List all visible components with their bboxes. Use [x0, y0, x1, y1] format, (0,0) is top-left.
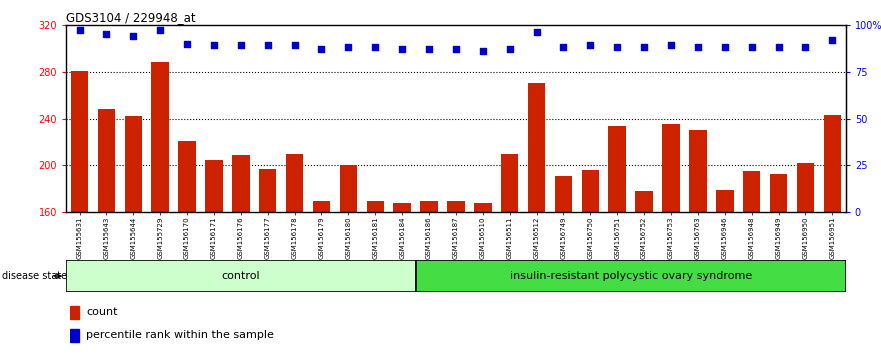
Point — [287, 42, 301, 48]
Point — [583, 42, 597, 48]
Text: count: count — [86, 307, 118, 318]
Point — [126, 33, 140, 39]
Bar — [581, 170, 599, 354]
Point — [422, 46, 436, 52]
Bar — [205, 160, 223, 354]
Text: GDS3104 / 229948_at: GDS3104 / 229948_at — [66, 11, 196, 24]
Bar — [416, 260, 846, 292]
Point — [261, 42, 275, 48]
Point — [744, 45, 759, 50]
Bar — [420, 201, 438, 354]
Bar — [824, 115, 841, 354]
Point — [691, 45, 705, 50]
Point — [772, 45, 786, 50]
Bar — [70, 329, 79, 342]
Point — [448, 46, 463, 52]
Bar — [98, 109, 115, 354]
Bar — [259, 169, 277, 354]
Text: insulin-resistant polycystic ovary syndrome: insulin-resistant polycystic ovary syndr… — [509, 271, 751, 281]
Text: percentile rank within the sample: percentile rank within the sample — [86, 330, 274, 341]
Bar — [501, 154, 518, 354]
Bar — [609, 126, 626, 354]
Bar — [474, 203, 492, 354]
Point — [233, 42, 248, 48]
Point — [718, 45, 732, 50]
Point — [72, 28, 86, 33]
Bar — [313, 201, 330, 354]
Bar — [340, 165, 357, 354]
Point — [476, 48, 490, 54]
Point — [180, 41, 194, 46]
Bar — [66, 260, 416, 292]
Point — [153, 28, 167, 33]
Point — [825, 37, 840, 42]
Point — [100, 31, 114, 37]
Bar — [285, 154, 303, 354]
Bar — [394, 203, 411, 354]
Point — [395, 46, 409, 52]
Point — [207, 42, 221, 48]
Point — [611, 45, 625, 50]
Bar — [70, 306, 79, 319]
Point — [368, 45, 382, 50]
Bar — [124, 116, 142, 354]
Text: disease state: disease state — [2, 271, 67, 281]
Bar — [528, 84, 545, 354]
Bar — [663, 125, 680, 354]
Bar — [555, 176, 572, 354]
Bar — [689, 130, 707, 354]
Bar — [770, 174, 788, 354]
Bar — [743, 171, 760, 354]
Bar — [366, 201, 384, 354]
Point — [341, 45, 355, 50]
Bar — [796, 163, 814, 354]
Point — [315, 46, 329, 52]
Bar — [232, 155, 249, 354]
Bar — [635, 191, 653, 354]
Bar — [152, 62, 169, 354]
Bar — [448, 201, 464, 354]
Bar — [178, 141, 196, 354]
Point — [503, 46, 517, 52]
Point — [664, 42, 678, 48]
Bar — [716, 190, 734, 354]
Point — [637, 45, 651, 50]
Point — [529, 29, 544, 35]
Point — [557, 45, 571, 50]
Text: control: control — [221, 271, 260, 281]
Point — [798, 45, 812, 50]
Bar — [70, 70, 88, 354]
